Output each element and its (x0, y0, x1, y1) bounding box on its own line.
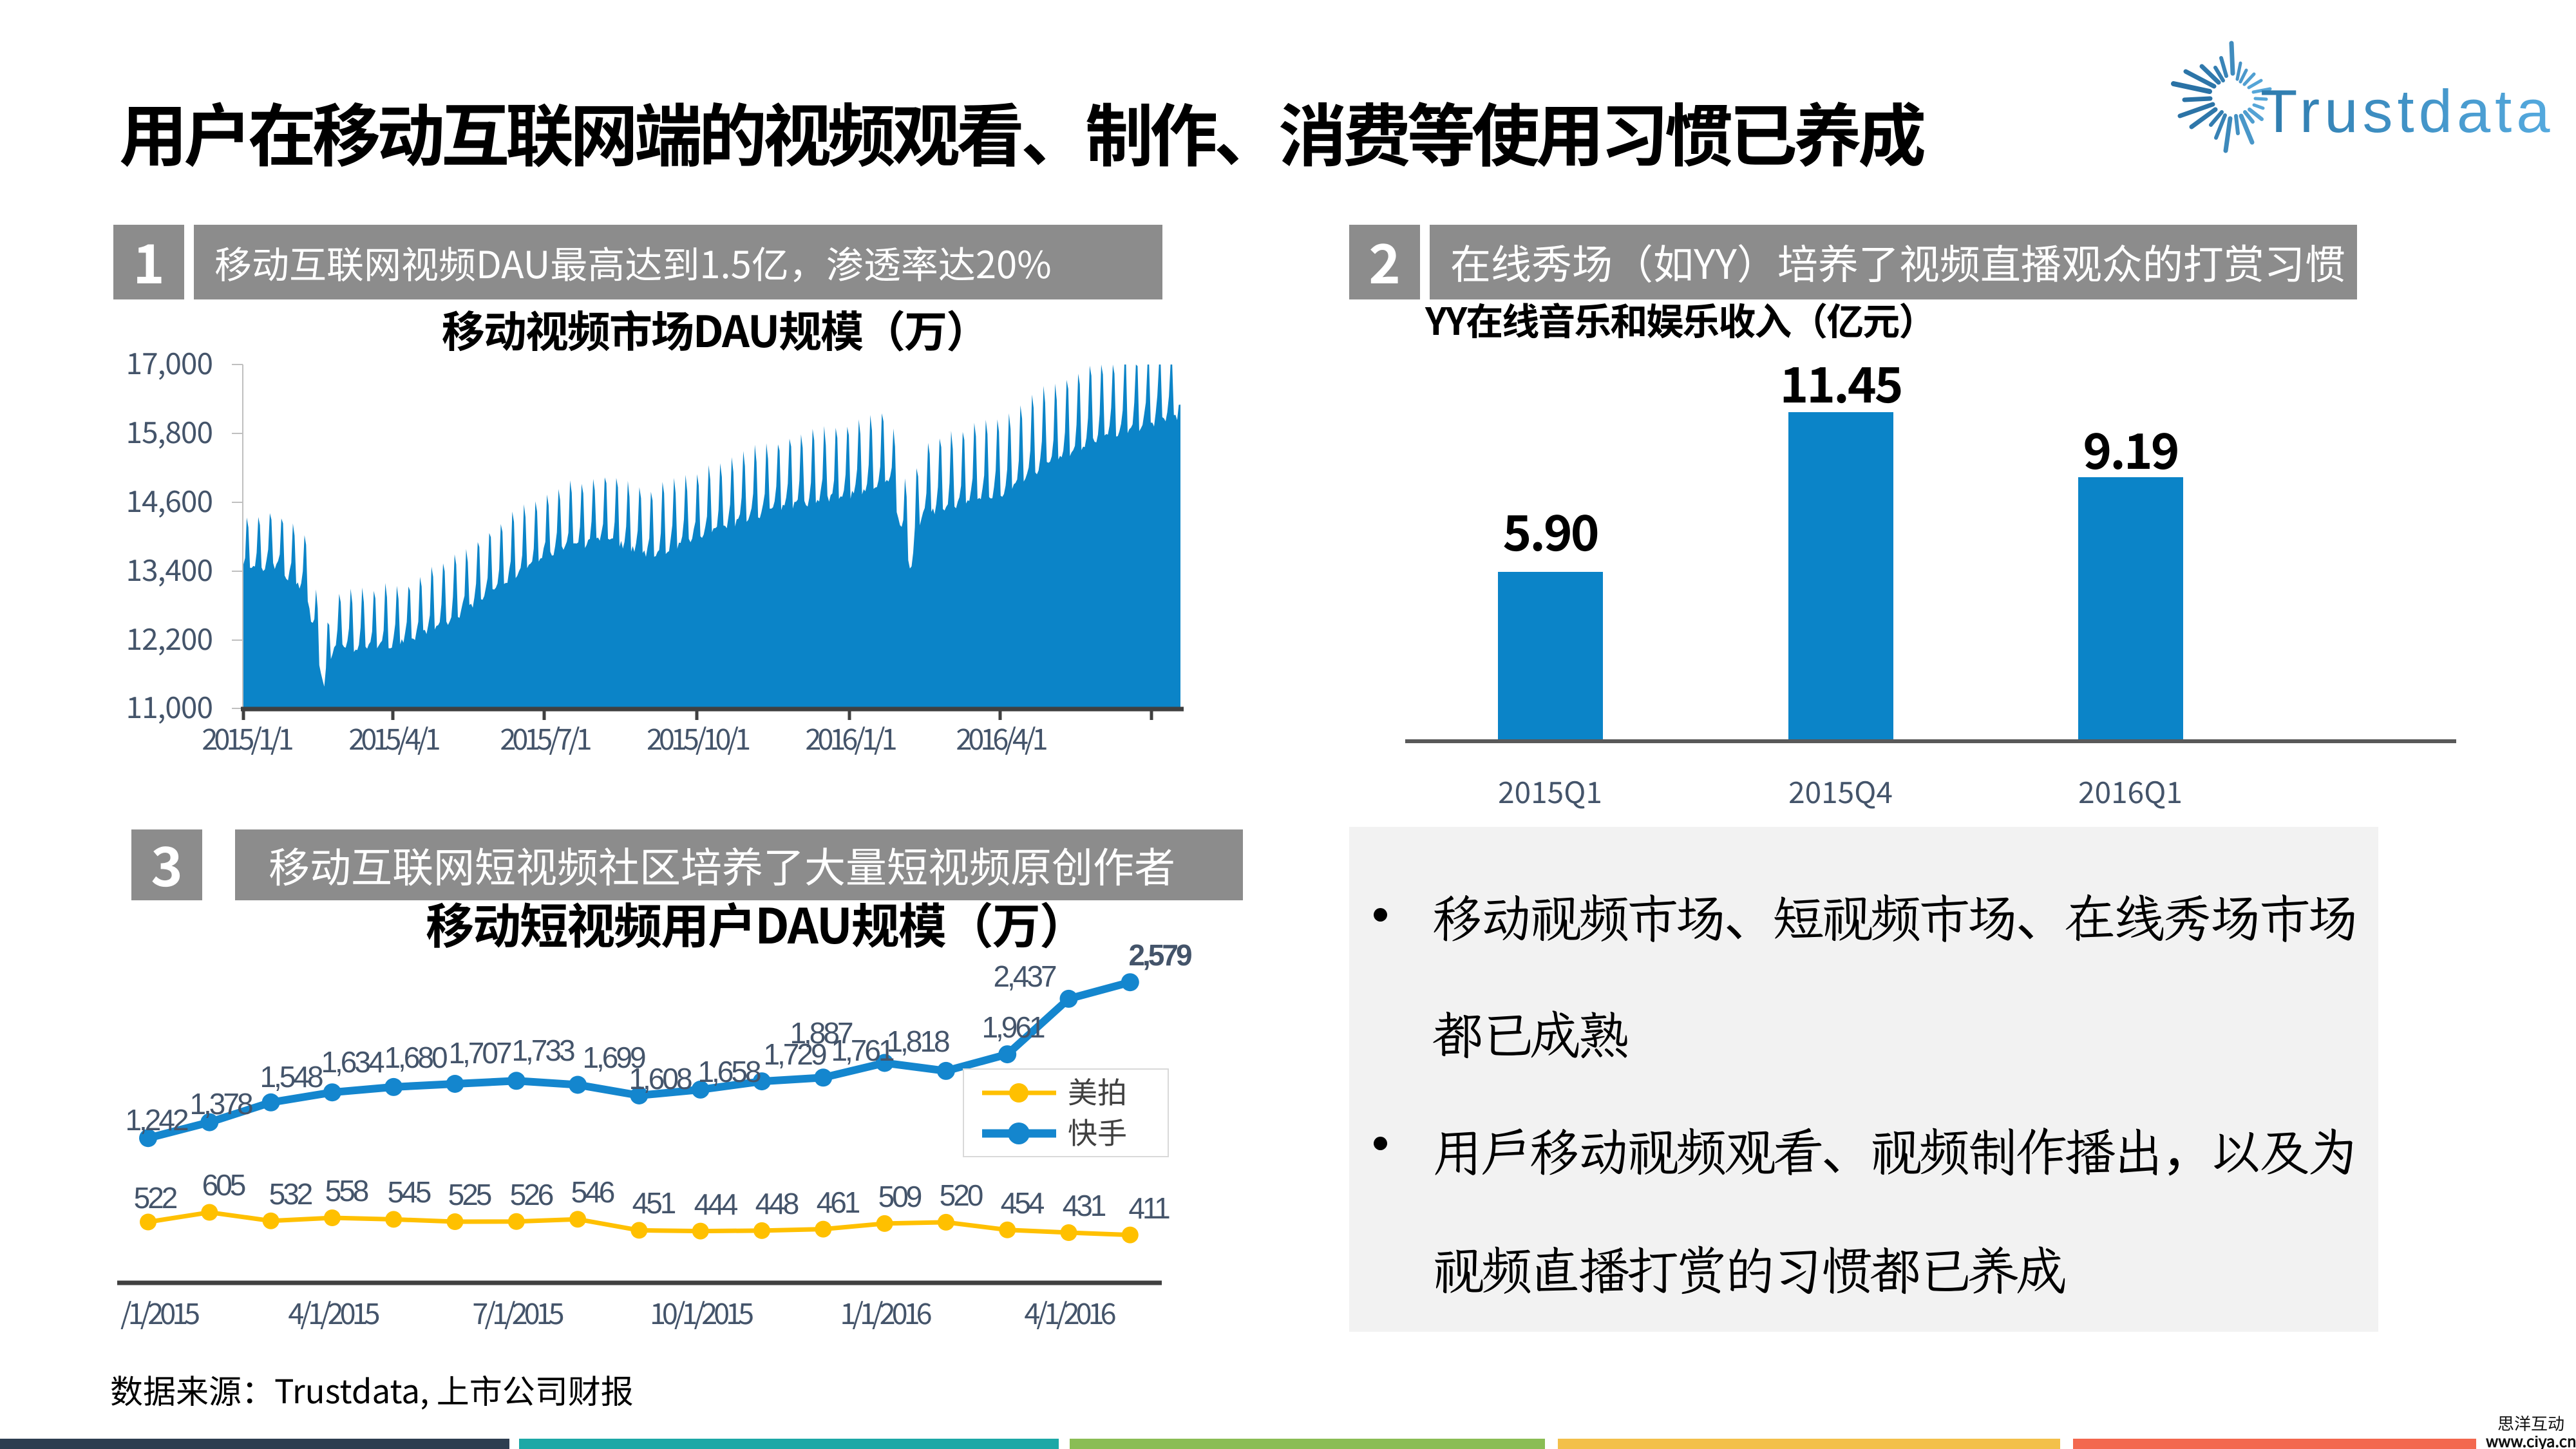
svg-text:545: 545 (388, 1175, 431, 1209)
svg-text:1,658: 1,658 (697, 1055, 761, 1088)
svg-text:520: 520 (940, 1179, 983, 1212)
svg-text:526: 526 (510, 1178, 553, 1211)
svg-text:2015/7/1: 2015/7/1 (500, 716, 591, 758)
svg-text:1,242: 1,242 (125, 1103, 188, 1137)
svg-text:461: 461 (817, 1186, 860, 1219)
svg-text:546: 546 (571, 1175, 614, 1209)
svg-text:1,378: 1,378 (189, 1087, 252, 1121)
svg-text:2015Q4: 2015Q4 (1788, 770, 1893, 812)
svg-text:1,729: 1,729 (763, 1037, 826, 1071)
svg-text:1,634: 1,634 (321, 1045, 384, 1079)
svg-text:17,000: 17,000 (126, 341, 213, 383)
svg-text:525: 525 (448, 1178, 491, 1211)
svg-text:13,400: 13,400 (126, 547, 213, 590)
svg-text:558: 558 (325, 1174, 368, 1208)
svg-text:2015Q1: 2015Q1 (1498, 770, 1602, 812)
svg-text:1,548: 1,548 (260, 1060, 323, 1094)
svg-text:2016/4/1: 2016/4/1 (956, 716, 1046, 758)
svg-text:2016/1/1: 2016/1/1 (805, 716, 896, 758)
svg-text:1,699: 1,699 (582, 1041, 645, 1074)
svg-text:14,600: 14,600 (126, 478, 213, 521)
svg-text:1,608: 1,608 (629, 1062, 692, 1095)
svg-text:10/1/2015: 10/1/2015 (650, 1291, 753, 1332)
svg-text:/1/2015: /1/2015 (120, 1291, 199, 1332)
svg-text:532: 532 (269, 1177, 312, 1211)
svg-text:2015/4/1: 2015/4/1 (348, 716, 439, 758)
svg-text:605: 605 (202, 1168, 245, 1202)
svg-text:1,761: 1,761 (831, 1034, 894, 1067)
svg-text:431: 431 (1063, 1189, 1106, 1222)
svg-text:9.19: 9.19 (2083, 412, 2177, 483)
svg-text:1/1/2016: 1/1/2016 (840, 1291, 931, 1332)
svg-text:11.45: 11.45 (1779, 346, 1901, 417)
svg-text:2016Q1: 2016Q1 (2078, 770, 2183, 812)
svg-text:美拍: 美拍 (1068, 1070, 1127, 1112)
svg-text:4/1/2016: 4/1/2016 (1024, 1291, 1115, 1332)
svg-text:Trustdata: Trustdata (2260, 77, 2555, 145)
svg-text:2015/1/1: 2015/1/1 (202, 716, 292, 758)
svg-text:5.90: 5.90 (1502, 494, 1597, 565)
svg-text:1,707: 1,707 (448, 1036, 511, 1070)
svg-text:1,680: 1,680 (384, 1041, 447, 1074)
svg-text:2015/10/1: 2015/10/1 (647, 716, 750, 758)
svg-text:快手: 快手 (1068, 1110, 1127, 1153)
svg-text:15,800: 15,800 (126, 410, 213, 452)
svg-text:12,200: 12,200 (126, 616, 213, 659)
svg-text:7/1/2015: 7/1/2015 (472, 1291, 563, 1332)
svg-text:1,887: 1,887 (790, 1016, 853, 1050)
svg-text:454: 454 (1001, 1186, 1045, 1220)
svg-text:11,000: 11,000 (126, 685, 213, 727)
svg-text:444: 444 (694, 1188, 738, 1221)
svg-text:522: 522 (134, 1181, 177, 1215)
svg-text:448: 448 (755, 1187, 799, 1220)
svg-text:4/1/2015: 4/1/2015 (288, 1291, 379, 1332)
svg-text:2,437: 2,437 (993, 960, 1056, 993)
svg-text:1,818: 1,818 (886, 1025, 949, 1058)
svg-text:451: 451 (632, 1186, 676, 1220)
svg-text:1,733: 1,733 (511, 1034, 574, 1067)
svg-text:2,579: 2,579 (1128, 938, 1191, 972)
svg-text:509: 509 (878, 1180, 922, 1213)
svg-text:1,961: 1,961 (981, 1010, 1045, 1044)
svg-text:411: 411 (1128, 1191, 1170, 1225)
